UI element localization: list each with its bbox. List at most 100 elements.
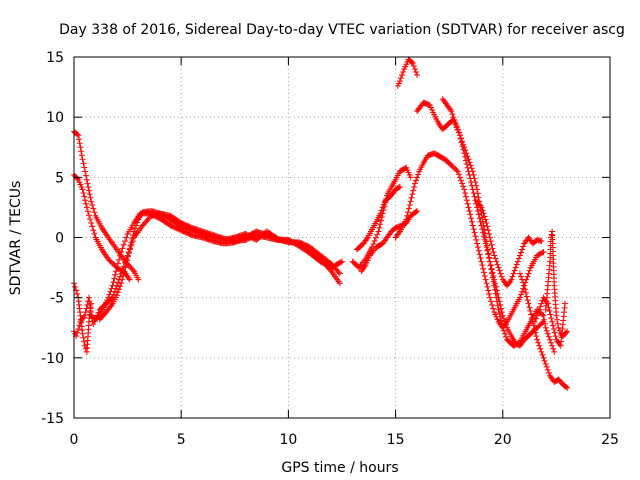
data-point	[508, 276, 515, 283]
data-point	[521, 282, 528, 289]
data-point	[490, 305, 497, 312]
data-point	[548, 315, 555, 322]
data-point	[82, 345, 89, 352]
data-point	[378, 217, 385, 224]
data-point	[82, 197, 89, 204]
data-point	[498, 321, 505, 328]
data-point	[554, 320, 561, 327]
data-point	[543, 327, 550, 334]
data-point	[415, 171, 422, 178]
data-point	[494, 298, 501, 305]
data-point	[377, 210, 384, 217]
data-point	[471, 229, 478, 236]
data-point	[468, 165, 475, 172]
data-point	[480, 222, 487, 229]
data-point	[405, 205, 412, 212]
data-point	[503, 333, 510, 340]
data-point	[542, 324, 549, 331]
data-point	[408, 194, 415, 201]
series-track-17	[531, 294, 568, 349]
data-point	[114, 260, 121, 267]
data-point	[488, 298, 495, 305]
data-point	[561, 300, 568, 307]
data-point	[485, 227, 492, 234]
data-point	[518, 249, 525, 256]
data-point	[465, 204, 472, 211]
data-point	[128, 239, 135, 246]
data-point	[107, 288, 114, 295]
data-point	[483, 280, 490, 287]
data-point	[123, 234, 130, 241]
data-point	[496, 267, 503, 274]
y-tick-label: 10	[46, 110, 64, 126]
data-point	[536, 342, 543, 349]
data-point	[477, 254, 484, 261]
data-point	[375, 228, 382, 235]
data-point	[534, 252, 541, 259]
data-point	[495, 306, 502, 313]
data-point	[482, 276, 489, 283]
data-point	[516, 294, 523, 301]
data-point	[113, 292, 120, 299]
data-point	[474, 190, 481, 197]
data-point	[455, 129, 462, 136]
data-point	[412, 69, 419, 76]
data-point	[379, 204, 386, 211]
data-point	[535, 251, 542, 258]
data-point	[548, 339, 555, 346]
data-point	[88, 220, 95, 227]
data-point	[119, 245, 126, 252]
data-point	[472, 233, 479, 240]
data-point	[545, 369, 552, 376]
data-point	[86, 212, 93, 219]
y-tick-label: -10	[41, 351, 64, 367]
data-point	[79, 330, 86, 337]
data-point	[469, 222, 476, 229]
data-point	[494, 261, 501, 268]
data-point	[503, 321, 510, 328]
data-point	[541, 320, 548, 327]
data-point	[407, 174, 414, 181]
x-tick-label: 5	[177, 432, 186, 448]
data-point	[120, 241, 127, 248]
data-point	[468, 218, 475, 225]
data-point	[519, 246, 526, 253]
data-point	[544, 330, 551, 337]
data-point	[76, 136, 83, 143]
data-point	[548, 231, 555, 238]
data-point	[535, 309, 542, 316]
data-point	[130, 232, 137, 239]
data-point	[411, 66, 418, 73]
data-point	[484, 223, 491, 230]
series-track-2	[71, 171, 133, 283]
data-point	[515, 255, 522, 262]
data-point	[489, 301, 496, 308]
data-point	[117, 283, 124, 290]
data-point	[131, 228, 138, 235]
data-point	[514, 258, 521, 265]
data-point	[456, 174, 463, 181]
data-point	[464, 200, 471, 207]
data-point	[525, 300, 532, 307]
data-point	[478, 258, 485, 265]
data-point	[409, 191, 416, 198]
data-point	[489, 245, 496, 252]
data-point	[471, 193, 478, 200]
data-point	[467, 162, 474, 169]
data-point	[478, 204, 485, 211]
data-point	[90, 205, 97, 212]
data-point	[339, 258, 345, 265]
data-point	[126, 246, 133, 253]
data-point	[528, 311, 535, 318]
data-point	[539, 311, 546, 318]
data-point	[79, 186, 86, 193]
data-point	[522, 286, 529, 293]
data-point	[468, 215, 475, 222]
data-point	[551, 329, 558, 336]
data-point	[511, 267, 518, 274]
data-point	[336, 270, 343, 277]
data-point	[106, 291, 113, 298]
data-point	[533, 315, 540, 322]
data-marks	[71, 56, 571, 391]
